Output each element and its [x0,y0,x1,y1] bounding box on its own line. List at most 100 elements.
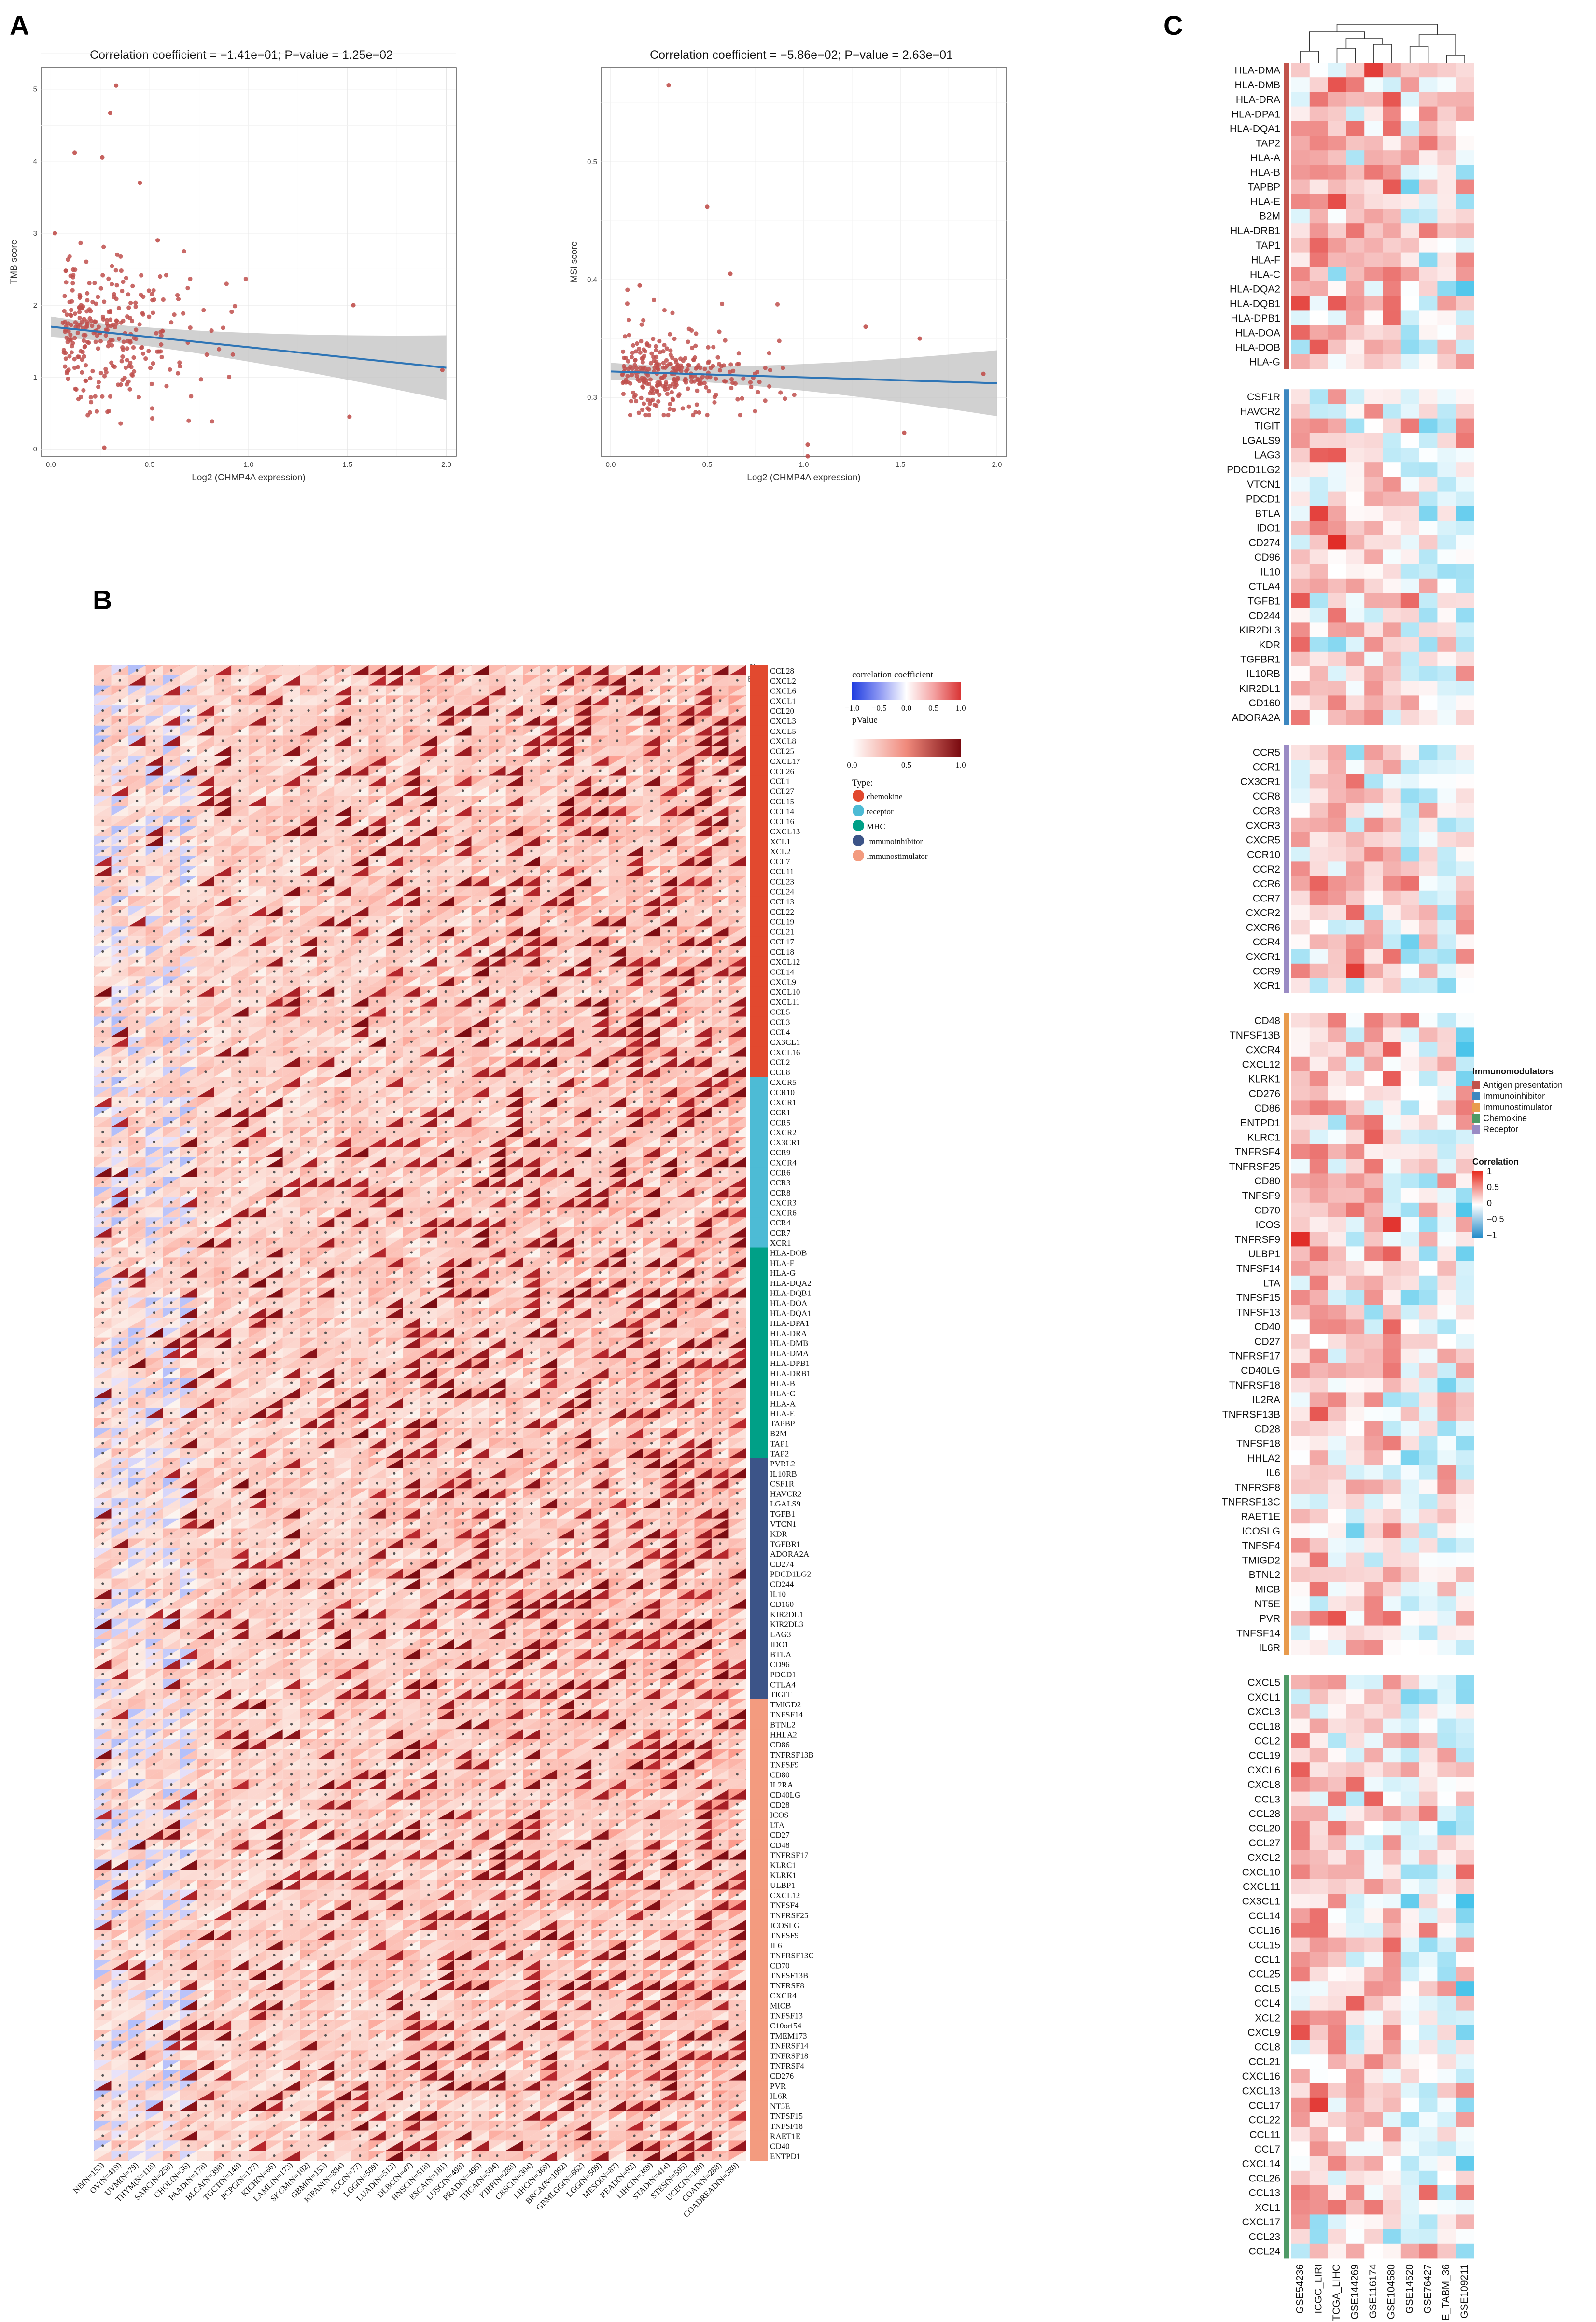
data-point [110,343,114,348]
data-point [666,83,671,88]
heatmap-b-dot [581,890,585,893]
heatmap-b-dot [136,849,139,853]
heatmap-b-dot [633,890,636,893]
heatmap-b-dot [650,1080,653,1084]
data-point [67,299,72,304]
data-point [147,314,152,319]
data-point [729,385,734,391]
heatmap-b-lower-triangle [660,775,677,786]
heatmap-b-lower-triangle [163,735,180,746]
heatmap-b-lower-triangle [145,685,163,696]
heatmap-b-lower-triangle [523,765,540,776]
heatmap-b-dot [273,1010,276,1013]
heatmap-b-dot [616,1020,619,1023]
heatmap-b-lower-triangle [248,665,266,675]
heatmap-b-lower-triangle [557,765,574,776]
heatmap-b-lower-triangle [94,756,112,766]
heatmap-b-dot [273,749,276,752]
heatmap-b-lower-triangle [489,665,506,675]
heatmap-b-dot [118,800,121,802]
heatmap-b-dot [599,870,602,873]
heatmap-b-dot [530,669,533,672]
heatmap-b-dot [547,980,550,983]
heatmap-b-dot [238,1000,241,1003]
heatmap-b-lower-triangle [643,705,660,716]
heatmap-b-dot [221,1040,224,1043]
data-point [94,409,99,414]
heatmap-b-dot [238,930,241,933]
heatmap-b-dot [444,950,447,953]
heatmap-b-lower-triangle [111,695,129,706]
data-point [651,337,656,341]
heatmap-b-lower-triangle [403,765,420,776]
heatmap-b-dot [393,1020,396,1023]
heatmap-b-upper-triangle [266,675,283,686]
heatmap-b-lower-triangle [437,665,455,675]
heatmap-b-dot [496,1020,499,1023]
heatmap-b-upper-triangle [643,715,660,726]
heatmap-b-lower-triangle [317,675,335,686]
data-point [667,407,672,411]
heatmap-b-dot [238,739,241,742]
heatmap-b-dot [478,1100,481,1103]
heatmap-b-upper-triangle [420,735,437,746]
heatmap-b-dot [341,1060,344,1063]
heatmap-b-dot [118,900,121,903]
data-point [61,348,66,352]
heatmap-b-lower-triangle [454,665,472,675]
heatmap-b-dot [701,669,704,672]
heatmap-b-dot [427,1070,430,1073]
heatmap-b-dot [187,749,190,752]
heatmap-b-dot [736,849,739,853]
heatmap-b-upper-triangle [677,675,695,686]
heatmap-b-dot [290,849,293,853]
heatmap-b-lower-triangle [557,746,574,756]
heatmap-b-dot [564,950,567,953]
heatmap-b-upper-triangle [471,725,489,736]
heatmap-b-upper-triangle [591,725,609,736]
data-point [633,358,638,363]
heatmap-b-dot [410,719,413,722]
heatmap-b-dot [410,870,413,873]
heatmap-b-dot [599,1040,602,1043]
data-point [627,317,631,323]
heatmap-b-dot [187,870,190,873]
heatmap-b-dot [255,870,259,873]
heatmap-b-lower-triangle [317,765,335,776]
heatmap-b-dot [564,789,567,792]
heatmap-b-lower-triangle [231,765,249,776]
heatmap-b-dot [427,870,430,873]
heatmap-b-upper-triangle [489,695,506,706]
heatmap-b-dot [238,990,241,993]
heatmap-b-dot [290,789,293,792]
heatmap-b-dot [393,870,396,873]
heatmap-b-lower-triangle [728,715,746,726]
heatmap-b-dot [255,950,259,953]
heatmap-b-dot [444,689,447,692]
heatmap-b-lower-triangle [591,746,609,756]
data-point [125,358,129,363]
data-point [730,380,735,385]
heatmap-b-dot [290,699,293,702]
heatmap-b-dot [101,1040,104,1043]
heatmap-b-dot [290,940,293,943]
heatmap-b-dot [478,830,481,832]
data-point [625,301,630,306]
heatmap-b-dot [359,849,362,853]
data-point [75,365,81,369]
heatmap-b-dot [513,679,516,682]
heatmap-b-dot [324,819,327,822]
heatmap-b-dot [273,990,276,993]
heatmap-b-dot [496,859,499,862]
heatmap-b-dot [410,830,413,832]
confidence-band [611,350,997,417]
heatmap-b-lower-triangle [403,725,420,736]
heatmap-b-dot [307,1060,310,1063]
heatmap-b-lower-triangle [180,765,197,776]
heatmap-b-dot [496,709,499,712]
heatmap-b-dot [633,789,636,792]
heatmap-b-lower-triangle [351,695,369,706]
heatmap-b-dot [290,950,293,953]
data-point [792,393,797,397]
data-point [648,361,653,366]
